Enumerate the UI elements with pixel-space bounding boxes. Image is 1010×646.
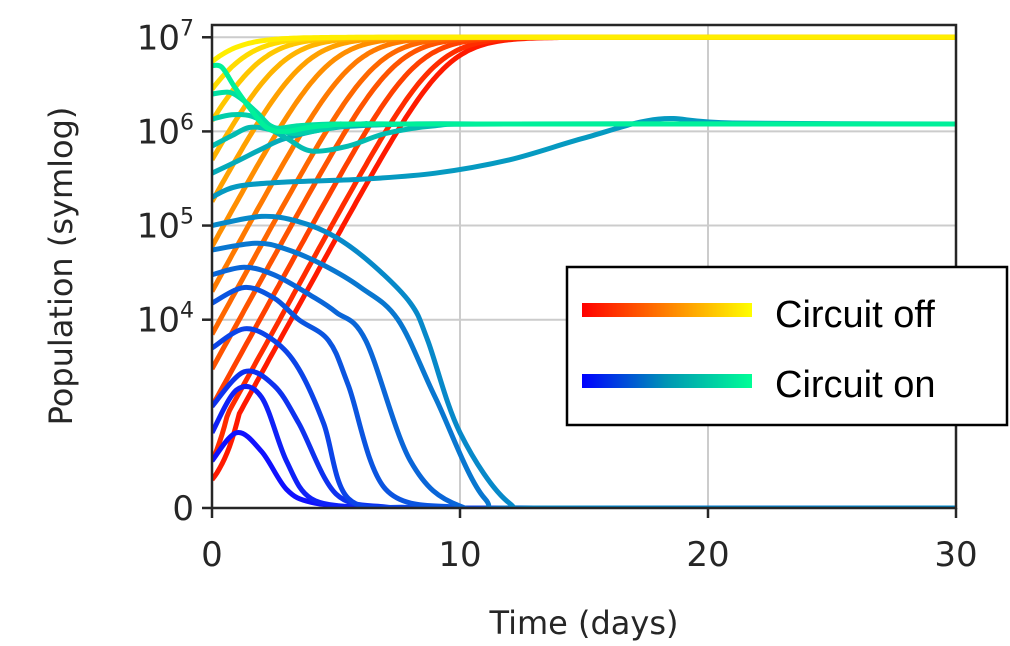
data-series bbox=[212, 34, 956, 508]
series-circuit-off-7 bbox=[212, 34, 956, 203]
legend-label-circuit-off: Circuit off bbox=[775, 294, 935, 336]
y-tick-label-3: 106 bbox=[137, 110, 194, 152]
x-tick-label-0: 0 bbox=[201, 535, 223, 575]
y-tick-label-0: 0 bbox=[172, 489, 194, 529]
series-circuit-on-13 bbox=[212, 62, 956, 134]
series-circuit-on-6 bbox=[212, 240, 956, 508]
x-tick-label-2: 20 bbox=[686, 535, 729, 575]
series-circuit-on-5 bbox=[212, 264, 956, 508]
legend-label-circuit-on: Circuit on bbox=[775, 364, 936, 406]
series-circuit-off-11 bbox=[212, 34, 956, 64]
legend-swatch-circuit-off bbox=[582, 303, 752, 317]
series-circuit-on-4 bbox=[212, 284, 956, 508]
x-tick-label-1: 10 bbox=[438, 535, 481, 575]
y-axis-label: Population (symlog) bbox=[42, 107, 80, 426]
series-circuit-off-6 bbox=[212, 34, 956, 248]
series-circuit-on-7 bbox=[212, 213, 956, 508]
legend: Circuit off Circuit on bbox=[565, 265, 1009, 427]
x-axis-ticks: 0 10 20 30 bbox=[201, 508, 978, 575]
y-tick-label-2: 105 bbox=[137, 205, 194, 247]
legend-swatch-circuit-on bbox=[582, 374, 752, 388]
series-circuit-off-10 bbox=[212, 34, 956, 91]
legend-box bbox=[565, 265, 1009, 427]
series-circuit-on-0 bbox=[212, 430, 956, 508]
x-tick-label-3: 30 bbox=[934, 535, 977, 575]
y-tick-label-4: 107 bbox=[137, 16, 194, 58]
series-circuit-on-3 bbox=[212, 326, 956, 508]
y-tick-label-1: 104 bbox=[137, 299, 194, 341]
y-axis-ticks: 0 104 105 106 107 bbox=[137, 16, 212, 529]
x-axis-label: Time (days) bbox=[489, 604, 679, 642]
